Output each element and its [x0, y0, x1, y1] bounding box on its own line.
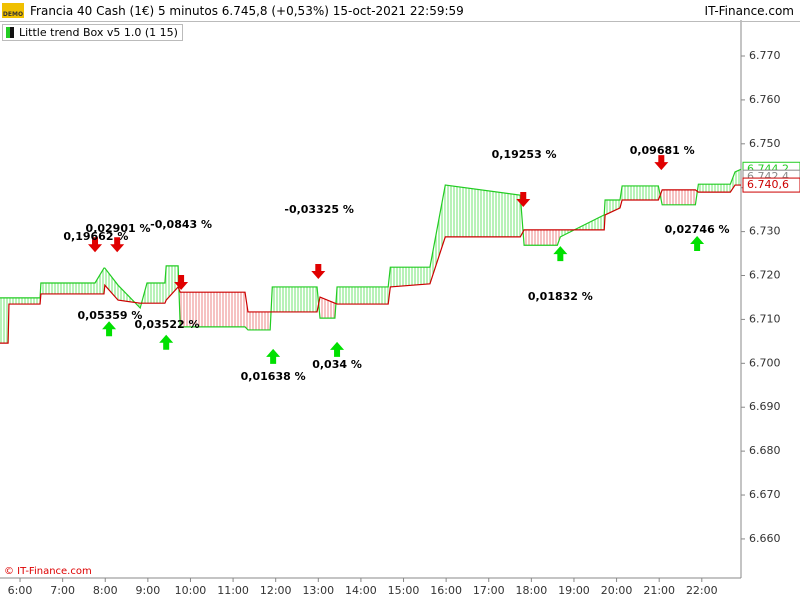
annotation: 0,19253 %	[492, 148, 557, 161]
x-tick-label: 8:00	[93, 584, 118, 597]
annotation: -0,0843 %	[150, 218, 212, 231]
x-tick-label: 17:00	[473, 584, 505, 597]
brand[interactable]: IT-Finance.com	[704, 4, 794, 18]
y-tick-label: 6.720	[749, 269, 781, 282]
annotation: 0,01832 %	[528, 290, 593, 303]
band-fill	[247, 311, 271, 330]
x-tick-label: 16:00	[430, 584, 462, 597]
band-fill	[730, 171, 736, 193]
band-fill	[166, 265, 179, 301]
x-tick-label: 6:00	[8, 584, 33, 597]
x-tick-label: 22:00	[686, 584, 718, 597]
band-fill	[605, 200, 620, 215]
signal-arrow	[159, 334, 174, 350]
band-fill	[245, 292, 248, 330]
signal-arrow	[88, 237, 103, 253]
band-fill	[662, 189, 696, 205]
y-tick-label: 6.730	[749, 225, 781, 238]
band-fill	[180, 292, 246, 327]
y-tick-label: 6.670	[749, 488, 781, 501]
band-fill	[95, 268, 104, 294]
price-tag-label: 6.740,6	[747, 178, 789, 191]
signal-arrow	[654, 155, 669, 171]
price-tag	[742, 177, 800, 193]
indicator-legend[interactable]: Little trend Box v5 1.0 (1 15)	[2, 24, 183, 41]
band-fill	[337, 286, 389, 305]
annotation: 0,02901 %	[86, 222, 151, 235]
x-tick-label: 15:00	[388, 584, 420, 597]
band-fill	[622, 185, 659, 200]
signal-arrow	[330, 341, 345, 357]
band-fill	[429, 185, 446, 284]
band-fill	[698, 184, 731, 193]
band-fill	[320, 297, 335, 319]
footer: © IT-Finance.com	[4, 566, 92, 577]
x-tick-label: 20:00	[601, 584, 633, 597]
x-tick-label: 10:00	[175, 584, 207, 597]
signal-arrow	[553, 246, 568, 262]
y-tick-label: 6.660	[749, 532, 781, 545]
band-fill	[272, 286, 318, 312]
badge: DEMO	[2, 3, 24, 18]
band-fill	[8, 297, 41, 305]
band-fill	[445, 185, 521, 237]
signal-arrow	[110, 237, 125, 253]
y-tick-label: 6.750	[749, 137, 781, 150]
series-line	[0, 168, 742, 331]
y-tick-label: 6.690	[749, 400, 781, 413]
x-tick-label: 18:00	[516, 584, 548, 597]
signal-arrow	[516, 192, 531, 207]
y-tick-label: 6.680	[749, 444, 781, 457]
annotation: 0,034 %	[312, 358, 362, 371]
signal-arrow	[174, 274, 189, 290]
x-tick-label: 13:00	[302, 584, 334, 597]
signal-arrow	[102, 321, 117, 337]
annotation: 0,02746 %	[665, 223, 730, 236]
annotation: 0,19662 %	[63, 230, 128, 243]
annotation: 0,09681 %	[630, 144, 695, 157]
y-tick-label: 6.760	[749, 93, 781, 106]
band-fill	[40, 282, 96, 294]
annotation: -0,03325 %	[284, 203, 354, 216]
x-tick-label: 12:00	[260, 584, 292, 597]
title: Francia 40 Cash (1€) 5 minutos 6.745,8 (…	[30, 4, 464, 18]
band-fill	[104, 268, 119, 301]
band-fill	[390, 267, 430, 287]
band-fill	[0, 297, 9, 344]
y-tick-label: 6.770	[749, 49, 781, 62]
annotation: 0,05359 %	[77, 309, 142, 322]
band-fill	[524, 229, 558, 246]
annotation: 0,01638 %	[241, 370, 306, 383]
x-tick-label: 7:00	[50, 584, 75, 597]
signal-arrow	[690, 236, 705, 252]
annotation: 0,03522 %	[135, 318, 200, 331]
signal-arrow	[311, 264, 326, 279]
y-tick-label: 6.700	[749, 356, 781, 369]
x-tick-label: 14:00	[345, 584, 377, 597]
header: DEMO Francia 40 Cash (1€) 5 minutos 6.74…	[0, 0, 800, 22]
x-tick-label: 11:00	[217, 584, 249, 597]
series-line	[0, 184, 741, 344]
band-fill	[147, 282, 165, 304]
band-fill	[735, 169, 741, 186]
y-tick-label: 6.710	[749, 312, 781, 325]
x-tick-label: 21:00	[643, 584, 675, 597]
x-tick-label: 9:00	[136, 584, 161, 597]
x-tick-label: 19:00	[558, 584, 590, 597]
signal-arrow	[266, 348, 281, 364]
